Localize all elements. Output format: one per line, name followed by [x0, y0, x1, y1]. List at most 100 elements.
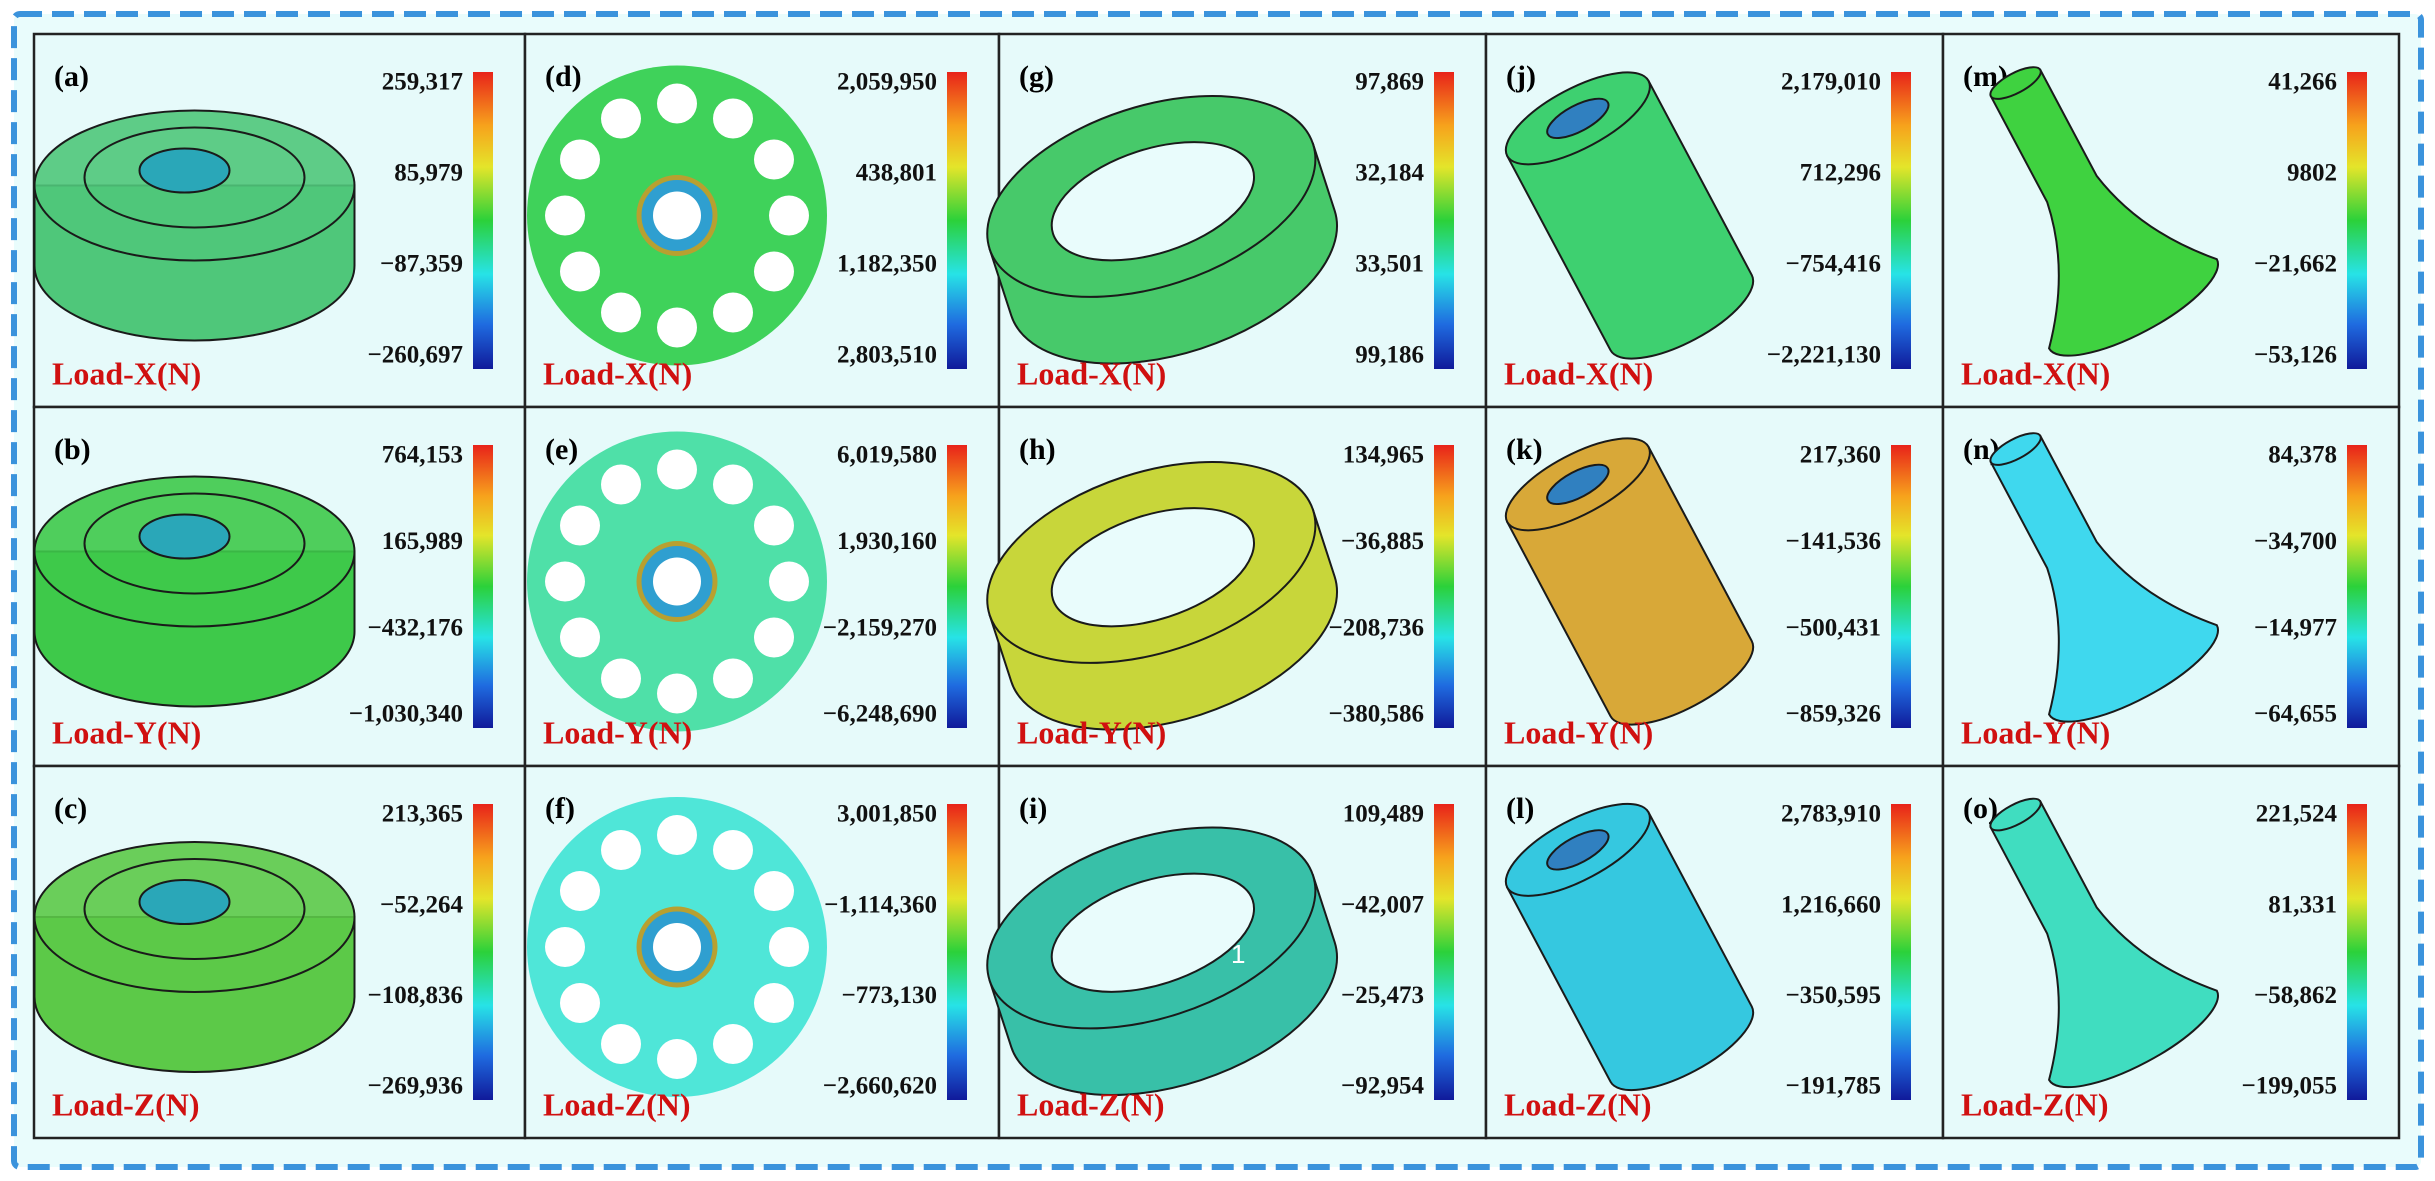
plate-hole [753, 871, 794, 911]
load-label: Load-Y(N) [543, 714, 692, 750]
scale-label: −773,130 [842, 982, 938, 1009]
plate-hole [560, 871, 601, 911]
colorbar [1891, 72, 1911, 369]
scale-label: 438,801 [856, 160, 937, 187]
scale-label: 134,965 [1343, 442, 1424, 469]
plate-hole [560, 617, 601, 658]
scale-label: 213,365 [382, 801, 463, 828]
scale-label: 41,266 [2268, 69, 2337, 96]
plate-hole [560, 251, 601, 292]
scale-label: −42,007 [1341, 891, 1424, 918]
scale-label: −25,473 [1341, 982, 1424, 1009]
panel: (k) 217,360 −141,536 −500,431 −859,326 Load-Y… [1484, 405, 1945, 768]
scale-label: −754,416 [1786, 251, 1882, 278]
scale-label: −2,159,270 [823, 614, 937, 641]
panel: (g) 97,869 32,184 33,501 99,186 Load-X(N) [986, 32, 1488, 409]
scale-label: 109,489 [1343, 801, 1424, 828]
scale-label: −208,736 [1329, 614, 1425, 641]
ring [986, 95, 1338, 365]
plate-hole [657, 815, 697, 855]
scale-label: −199,055 [2242, 1073, 2338, 1100]
load-label: Load-X(N) [52, 355, 201, 391]
scale-label: 2,179,010 [1781, 69, 1881, 96]
colorbar [1434, 72, 1454, 369]
scale-label: −36,885 [1341, 528, 1424, 555]
plate-hole [769, 561, 809, 602]
plate-hole [713, 830, 753, 871]
colorbar [947, 72, 967, 369]
ring-hole [1050, 872, 1256, 993]
plate-hole [657, 83, 697, 124]
load-label: Load-Z(N) [52, 1086, 200, 1122]
plate-hole [601, 1023, 641, 1064]
scale-label: −52,264 [380, 891, 463, 918]
hub-hole [653, 557, 701, 606]
plate-hole [601, 658, 641, 699]
colorbar [1891, 804, 1911, 1100]
scale-label: 712,296 [1800, 160, 1881, 187]
panel-label: (e) [545, 433, 578, 466]
load-label: Load-X(N) [1504, 355, 1653, 391]
funnel [1989, 66, 2219, 357]
scale-label: 1,182,350 [837, 251, 937, 278]
scale-label: 6,019,580 [837, 442, 937, 469]
annotation: 1 [1231, 939, 1245, 969]
scale-label: 217,360 [1800, 442, 1881, 469]
ring-hole [1050, 141, 1256, 262]
load-label: Load-Z(N) [1961, 1086, 2109, 1122]
disk-hole [138, 513, 231, 560]
disk-step [83, 126, 306, 229]
colorbar [2347, 72, 2367, 369]
panel-label: (b) [54, 433, 91, 466]
plate-hole [713, 1023, 753, 1064]
scale-label: −269,936 [368, 1073, 464, 1100]
colorbar [1891, 445, 1911, 728]
scale-label: −141,536 [1786, 528, 1882, 555]
load-label: Load-Z(N) [543, 1086, 691, 1122]
funnel-top [1989, 797, 2042, 832]
colorbar [2347, 445, 2367, 728]
funnel [1989, 797, 2219, 1089]
plate-hole [560, 505, 601, 546]
panel: (i) 109,489 −42,007 −25,473 −92,954 Load-Z(N)… [986, 764, 1488, 1140]
panel-label: (f) [545, 792, 575, 825]
scale-label: 165,989 [382, 528, 463, 555]
panel: (b) 764,153 165,989 −432,176 −1,030,340 Load-… [32, 405, 527, 768]
funnel-body [1989, 800, 2219, 1089]
scale-label: −2,221,130 [1767, 342, 1881, 369]
load-label: Load-Y(N) [1961, 714, 2110, 750]
scale-label: −380,586 [1329, 701, 1425, 728]
scale-label: 2,803,510 [837, 342, 937, 369]
colorbar [2347, 804, 2367, 1100]
panel: (j) 2,179,010 712,296 −754,416 −2,221,130 Loa… [1484, 32, 1945, 409]
scale-label: 99,186 [1355, 342, 1424, 369]
plate-hole [657, 307, 697, 348]
funnel-top [1989, 66, 2042, 100]
panel-label: (l) [1506, 792, 1534, 825]
scale-label: −859,326 [1786, 701, 1882, 728]
scale-label: 81,331 [2268, 891, 2337, 918]
scale-label: 1,216,660 [1781, 891, 1881, 918]
scale-label: −21,662 [2254, 251, 2337, 278]
scale-label: 9802 [2287, 160, 2337, 187]
scale-label: 2,059,950 [837, 69, 937, 96]
plate-hole [657, 1039, 697, 1079]
panel: (f) 3,001,850 −1,114,360 −773,130 −2,660,620… [523, 764, 1001, 1140]
load-label: Load-Z(N) [1017, 1086, 1165, 1122]
ring [986, 826, 1338, 1096]
panel-label: (d) [545, 60, 582, 93]
plate-hole [657, 673, 697, 714]
load-label: Load-X(N) [1961, 355, 2110, 391]
colorbar [947, 445, 967, 728]
panel: (c) 213,365 −52,264 −108,836 −269,936 Load-Z(… [32, 764, 527, 1140]
plate-hole [753, 983, 794, 1023]
plate-hole [713, 292, 753, 333]
panel-label: (a) [54, 60, 89, 93]
panel-label: (g) [1019, 60, 1054, 93]
colorbar [947, 804, 967, 1100]
scale-label: −500,431 [1786, 614, 1882, 641]
cylinder [1504, 71, 1755, 360]
plate-hole [601, 98, 641, 139]
